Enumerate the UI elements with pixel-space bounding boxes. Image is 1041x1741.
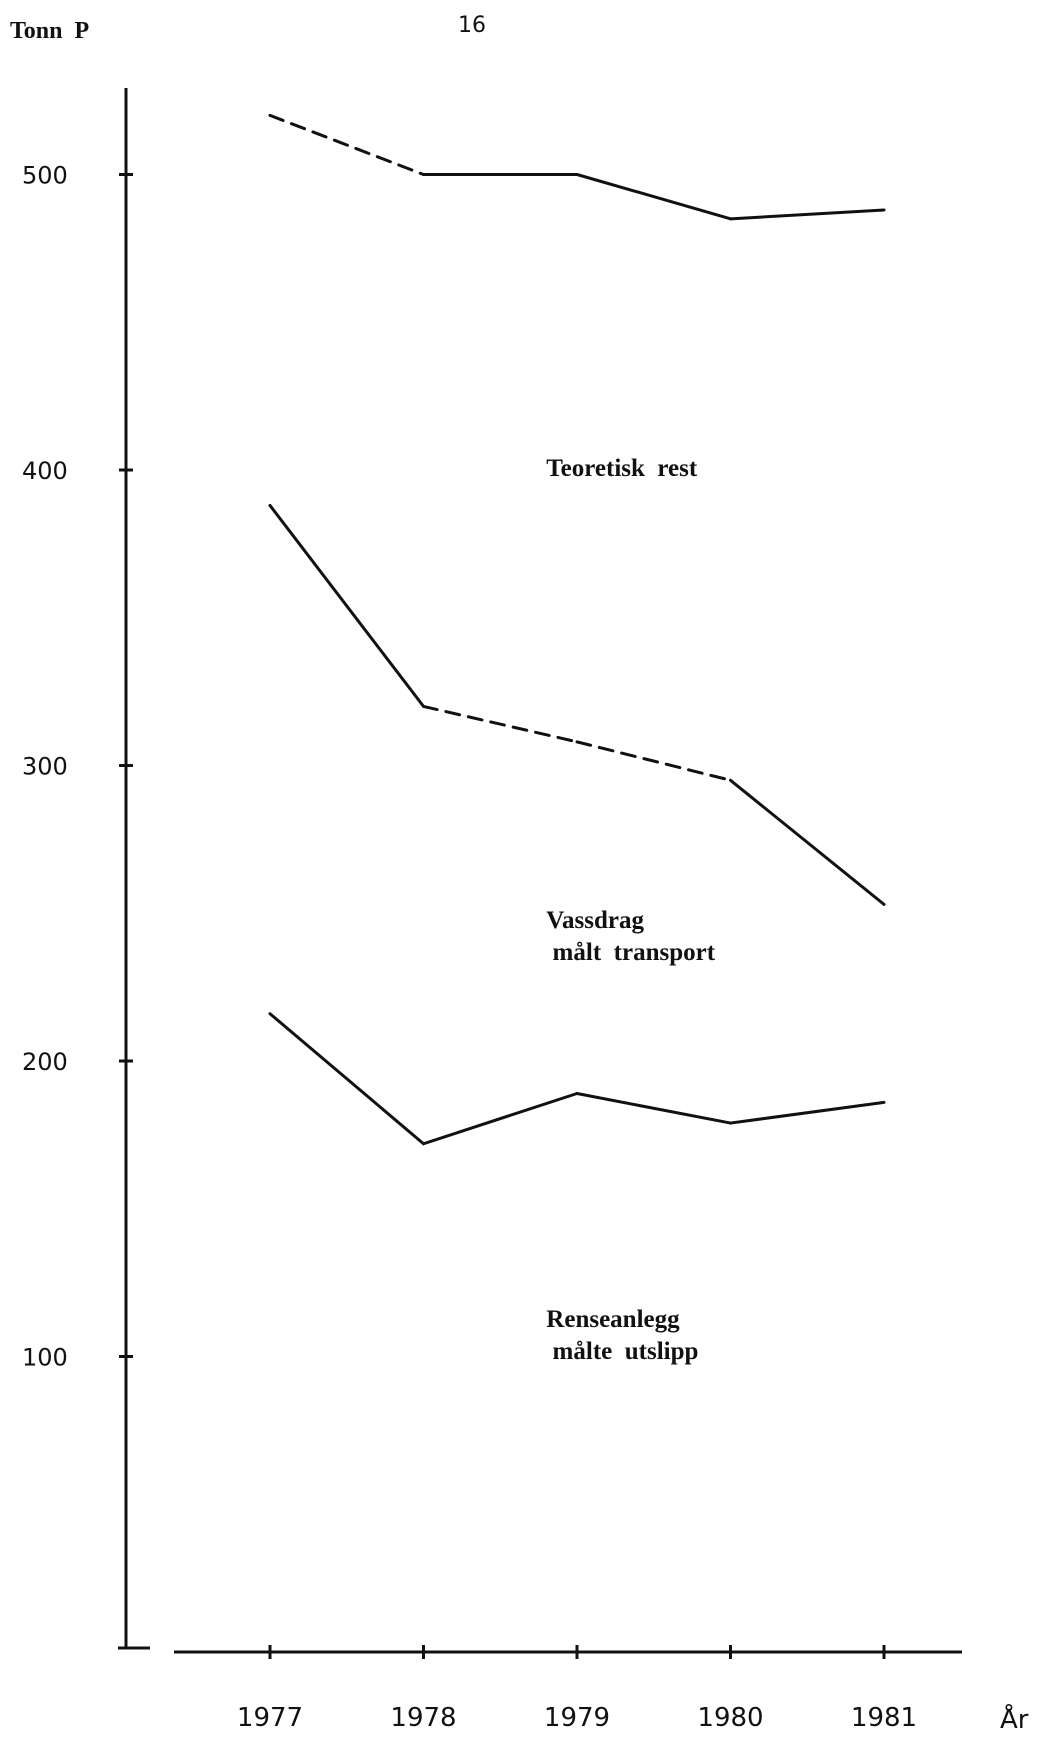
region-label: Teoretisk rest [546, 455, 698, 482]
y-tick-label: 100 [22, 1344, 68, 1372]
x-tick-label: 1981 [851, 1703, 917, 1733]
region-label: målte utslipp [546, 1338, 698, 1365]
x-tick-label: 1978 [390, 1703, 456, 1733]
series-renseanlegg-segment [422, 1092, 579, 1146]
series-vassdrag [268, 503, 886, 906]
x-tick-label: 1979 [544, 1703, 610, 1733]
series-vassdrag-segment [268, 503, 425, 708]
series-renseanlegg-segment [729, 1100, 886, 1125]
series-renseanlegg [268, 1012, 886, 1146]
page-number: 16 [458, 13, 486, 38]
series-renseanlegg-segment [268, 1012, 425, 1146]
y-tick-label: 500 [22, 162, 68, 190]
series-teoretisk-segment [268, 113, 425, 176]
x-tick-label: 1980 [697, 1703, 763, 1733]
y-axis-ticks: 100 200 300 400 500 [22, 162, 133, 1372]
region-label: målt transport [546, 939, 715, 966]
y-tick-label: 300 [22, 753, 68, 781]
x-axis-title: År [1000, 1703, 1029, 1735]
region-label: Vassdrag [546, 907, 644, 934]
y-tick-label: 400 [22, 457, 68, 485]
series-vassdrag-segment [575, 740, 732, 782]
x-tick-label: 1977 [237, 1703, 303, 1733]
x-axis-ticks: 1977 1978 1979 1980 1981 [237, 1645, 917, 1733]
series-vassdrag-segment [422, 704, 579, 744]
series-teoretisk [268, 113, 886, 221]
y-tick-label: 200 [22, 1048, 68, 1076]
y-axis-title: Tonn P [10, 18, 89, 44]
region-label: Renseanlegg [546, 1306, 680, 1333]
series-vassdrag-segment [729, 778, 886, 906]
series-teoretisk-segment [575, 173, 732, 221]
series-renseanlegg-segment [575, 1092, 732, 1125]
series-teoretisk-segment [729, 208, 886, 221]
region-labels: Teoretisk rest Vassdrag målt transport Ren… [546, 455, 715, 1365]
series-layer [268, 113, 886, 1146]
